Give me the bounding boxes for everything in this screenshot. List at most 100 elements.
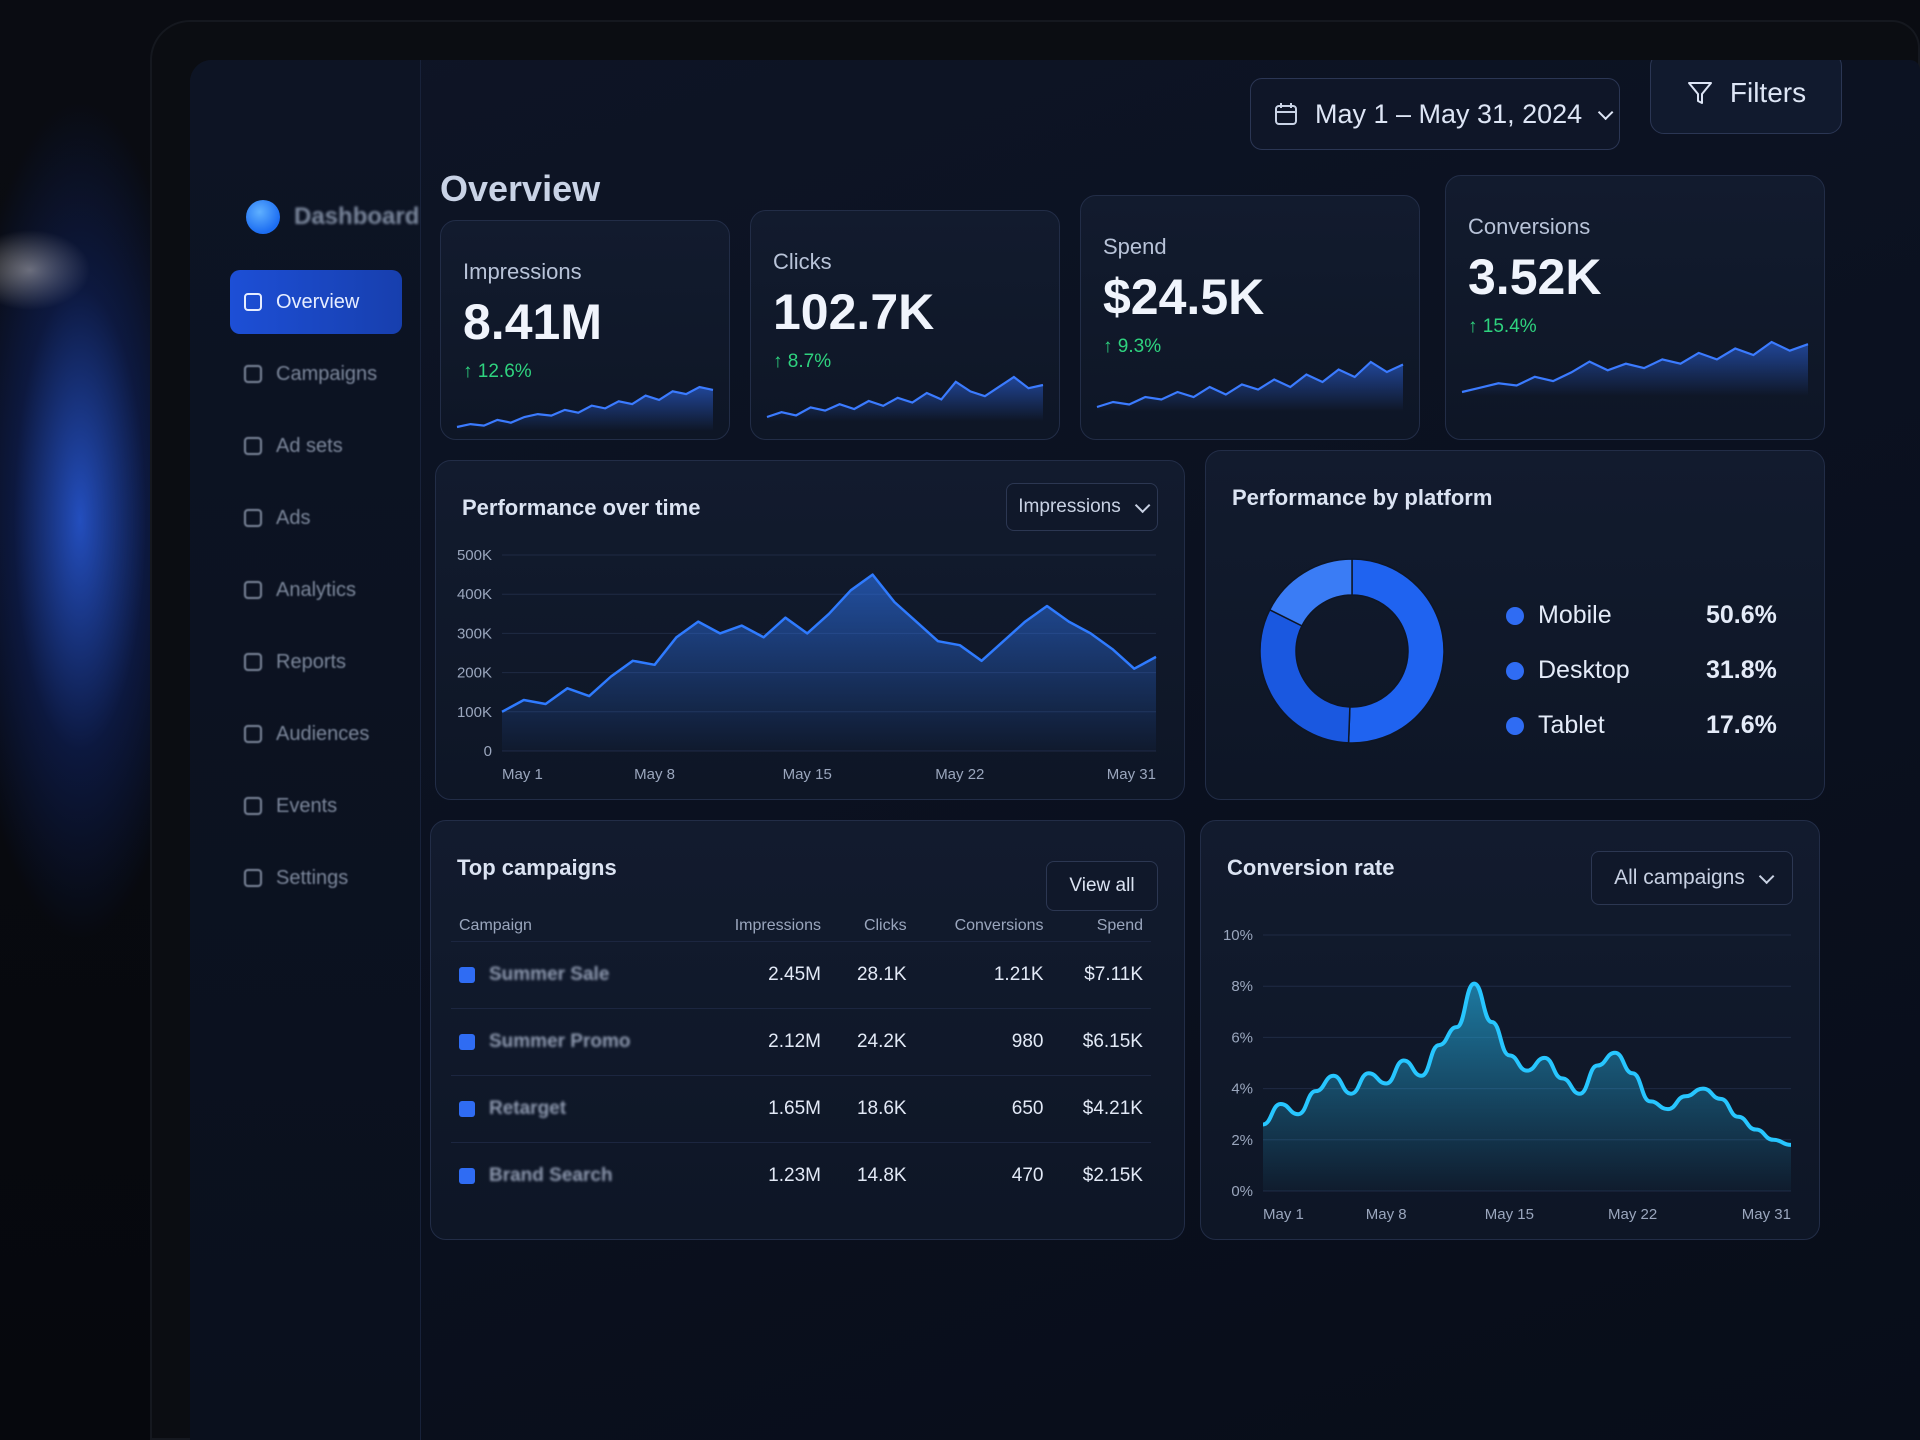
- sidebar-item-ad-sets[interactable]: Ad sets: [230, 414, 402, 478]
- impressions-cell: 1.23M: [695, 1142, 829, 1209]
- table-row[interactable]: Retarget 1.65M 18.6K 650 $4.21K: [451, 1075, 1151, 1143]
- campaign-name: Retarget: [489, 1098, 567, 1119]
- performance-chart: 0 100K 200K 300K 400K 500K May 1 May 8 May 15 May…: [457, 547, 1157, 783]
- sidebar-item-events[interactable]: Events: [230, 774, 402, 838]
- sidebar-item-label: Settings: [276, 866, 349, 889]
- ad-icon: [244, 509, 262, 527]
- legend-item-desktop: Desktop 31.8%: [1506, 656, 1777, 685]
- y-tick-label: 200K: [457, 665, 492, 682]
- sidebar-item-overview[interactable]: Overview: [230, 270, 402, 334]
- x-tick-label: May 31: [1742, 1206, 1791, 1223]
- brand[interactable]: Dashboard: [246, 200, 419, 234]
- spend-cell: $7.11K: [1051, 941, 1151, 1009]
- legend-value: 50.6%: [1706, 601, 1777, 629]
- spend-cell: $2.15K: [1051, 1142, 1151, 1209]
- sidebar-item-ads[interactable]: Ads: [230, 486, 402, 550]
- table-row[interactable]: Summer Promo 2.12M 24.2K 980 $6.15K: [451, 1008, 1151, 1076]
- column-header[interactable]: Conversions: [954, 917, 1044, 934]
- conversion-rate-chart: 0% 2% 4% 6% 8% 10% May 1 May 8 May 15 May 22 May 3…: [1223, 927, 1792, 1223]
- y-tick-label: 4%: [1231, 1081, 1253, 1098]
- document-icon: [244, 653, 262, 671]
- top-campaigns-card: Top campaigns View all Campaign Impressi…: [430, 820, 1185, 1240]
- kpi-sparkline: [1461, 340, 1809, 396]
- column-header[interactable]: Impressions: [734, 917, 821, 934]
- column-header[interactable]: Spend: [1096, 917, 1143, 934]
- card-title: Performance over time: [462, 495, 701, 520]
- chevron-down-icon: [1758, 868, 1775, 884]
- y-tick-label: 0: [484, 743, 492, 760]
- kpi-value: $24.5K: [1103, 269, 1265, 325]
- kpi-delta: ↑ 9.3%: [1103, 336, 1162, 357]
- y-tick-label: 8%: [1231, 978, 1253, 995]
- clicks-cell: 24.2K: [828, 1008, 915, 1076]
- y-tick-label: 10%: [1223, 927, 1253, 944]
- x-tick-label: May 8: [634, 766, 675, 783]
- series-area: [1263, 983, 1791, 1191]
- conversions-cell: 1.21K: [914, 941, 1052, 1009]
- filters-label: Filters: [1729, 77, 1807, 108]
- sidebar-nav: Overview Campaigns Ad sets Ads Analytics…: [230, 270, 402, 918]
- conversion-rate-card: Conversion rate All campaigns 0% 2% 4% 6% 8%…: [1200, 820, 1820, 1240]
- sidebar-item-label: Events: [276, 794, 338, 817]
- campaign-icon: [459, 1100, 475, 1117]
- kpi-value: 102.7K: [773, 284, 935, 340]
- conversions-cell: 980: [914, 1008, 1052, 1076]
- impressions-cell: 2.12M: [695, 1008, 829, 1076]
- campaign-name: Summer Promo: [489, 1031, 631, 1052]
- x-tick-label: May 22: [935, 766, 984, 783]
- sidebar: Dashboard Overview Campaigns Ad sets Ads…: [190, 60, 421, 1440]
- kpi-label: Spend: [1103, 234, 1167, 259]
- kpi-delta: ↑ 8.7%: [773, 351, 832, 372]
- sparkline-line: [766, 375, 1044, 419]
- kpi-label: Conversions: [1468, 214, 1591, 239]
- sidebar-item-campaigns[interactable]: Campaigns: [230, 342, 402, 406]
- campaign-scope-select[interactable]: All campaigns: [1591, 851, 1793, 905]
- sidebar-item-label: Ads: [276, 506, 311, 529]
- grid-icon: [244, 293, 262, 311]
- conversions-cell: 650: [914, 1075, 1052, 1143]
- kpi-sparkline: [766, 375, 1044, 421]
- legend-item-tablet: Tablet 17.6%: [1506, 711, 1777, 740]
- brand-name: Dashboard: [294, 203, 420, 230]
- kpi-card-clicks: Clicks 102.7K ↑ 8.7%: [750, 210, 1060, 440]
- campaigns-table: Campaign Impressions Clicks Conversions …: [451, 911, 1151, 1209]
- y-tick-label: 6%: [1231, 1029, 1253, 1046]
- card-title: Top campaigns: [457, 855, 617, 880]
- sidebar-item-audiences[interactable]: Audiences: [230, 702, 402, 766]
- chevron-down-icon: [1134, 497, 1151, 513]
- legend-dot: [1506, 606, 1524, 625]
- column-header[interactable]: Campaign: [459, 917, 532, 934]
- table-row[interactable]: Brand Search 1.23M 14.8K 470 $2.15K: [451, 1142, 1151, 1209]
- kpi-card-impressions: Impressions 8.41M ↑ 12.6%: [440, 220, 730, 440]
- legend-label: Tablet: [1538, 711, 1605, 739]
- sidebar-item-label: Analytics: [276, 578, 357, 601]
- donut-slice-desktop: [1259, 608, 1351, 744]
- dashboard-screen: Dashboard Overview Campaigns Ad sets Ads…: [190, 60, 1920, 1440]
- table-row[interactable]: Summer Sale 2.45M 28.1K 1.21K $7.11K: [451, 941, 1151, 1009]
- card-title: Conversion rate: [1227, 855, 1395, 880]
- sidebar-item-reports[interactable]: Reports: [230, 630, 402, 694]
- performance-over-time-card: Performance over time Impressions 0 100K 2…: [435, 460, 1185, 800]
- spend-cell: $6.15K: [1051, 1008, 1151, 1076]
- kpi-value: 3.52K: [1468, 249, 1602, 305]
- column-header[interactable]: Clicks: [863, 917, 907, 934]
- sidebar-item-label: Ad sets: [276, 434, 343, 457]
- campaign-cell: Retarget: [451, 1075, 696, 1143]
- legend-item-mobile: Mobile 50.6%: [1506, 601, 1777, 630]
- clicks-cell: 14.8K: [828, 1142, 915, 1209]
- view-all-button[interactable]: View all: [1046, 861, 1158, 911]
- legend-label: Desktop: [1538, 656, 1630, 684]
- metric-select[interactable]: Impressions: [1006, 483, 1158, 531]
- sidebar-item-analytics[interactable]: Analytics: [230, 558, 402, 622]
- campaign-name: Summer Sale: [489, 964, 610, 985]
- sidebar-item-label: Audiences: [276, 722, 370, 745]
- campaign-icon: [459, 1167, 475, 1184]
- x-tick-label: May 22: [1608, 1206, 1657, 1223]
- sidebar-item-settings[interactable]: Settings: [230, 846, 402, 910]
- megaphone-icon: [244, 365, 262, 383]
- date-range-picker[interactable]: May 1 – May 31, 2024: [1250, 78, 1620, 150]
- y-tick-label: 400K: [457, 586, 492, 603]
- filters-button[interactable]: Filters: [1650, 60, 1842, 134]
- performance-by-platform-card: Performance by platform Mobile 50.6% Des…: [1205, 450, 1825, 800]
- metric-select-value: Impressions: [1018, 496, 1121, 517]
